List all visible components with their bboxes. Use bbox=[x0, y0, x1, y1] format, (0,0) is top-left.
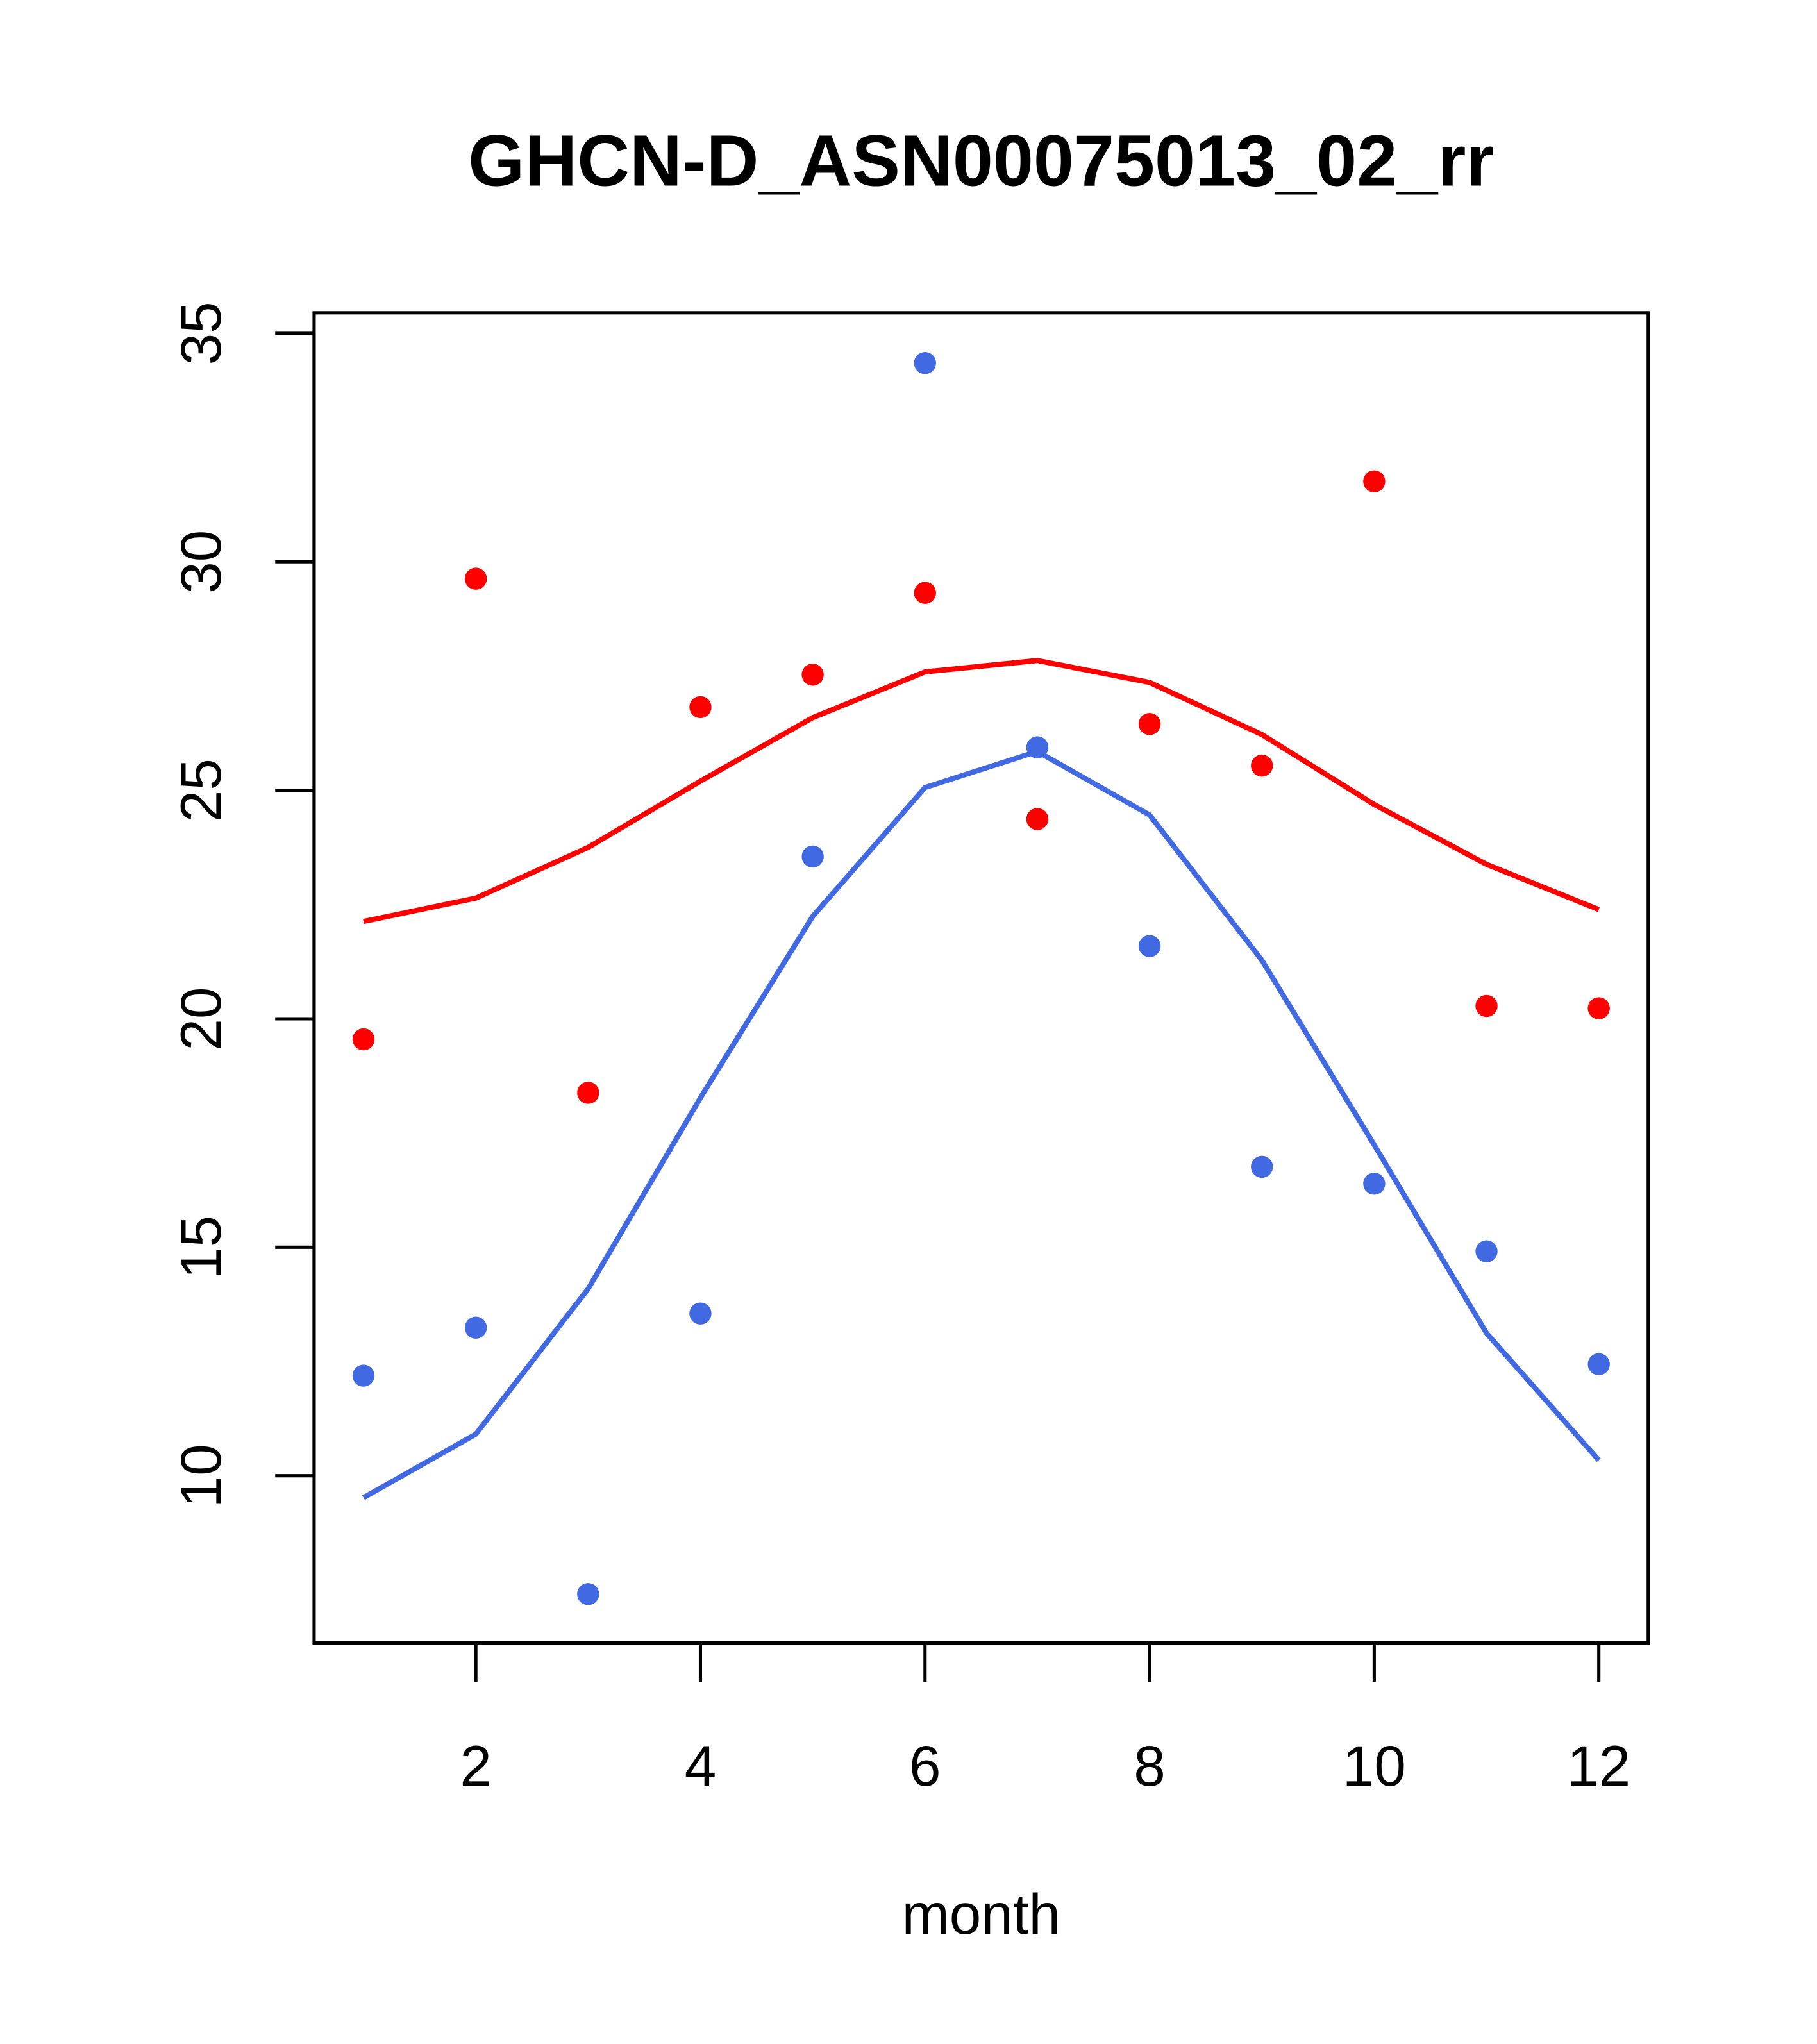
data-point bbox=[1138, 935, 1161, 957]
y-tick-label: 15 bbox=[169, 1216, 233, 1279]
plot-frame bbox=[312, 311, 1650, 1645]
data-point bbox=[914, 582, 936, 604]
x-axis: 2 4 6 8 10 12 bbox=[460, 1641, 1630, 1798]
data-point bbox=[914, 352, 936, 374]
data-point bbox=[352, 1028, 375, 1051]
series-line bbox=[363, 658, 1600, 925]
data-point bbox=[1587, 1353, 1610, 1375]
data-point bbox=[689, 1302, 712, 1325]
x-tick-label: 8 bbox=[1134, 1734, 1166, 1798]
y-tick-label: 30 bbox=[169, 530, 233, 594]
series-layer bbox=[352, 352, 1610, 1605]
x-tick-label: 2 bbox=[460, 1734, 492, 1798]
x-tick-label: 6 bbox=[909, 1734, 941, 1798]
data-point bbox=[1363, 470, 1386, 493]
data-point bbox=[689, 696, 712, 719]
y-tick-label: 25 bbox=[169, 758, 233, 822]
y-tick-label: 20 bbox=[169, 987, 233, 1050]
data-point bbox=[464, 567, 487, 590]
series-line bbox=[362, 748, 1601, 1500]
data-point bbox=[577, 1583, 599, 1605]
y-tick-label: 35 bbox=[169, 301, 233, 365]
data-point bbox=[1251, 1155, 1273, 1178]
data-point bbox=[464, 1316, 487, 1339]
x-tick-label: 4 bbox=[685, 1734, 717, 1798]
data-point bbox=[352, 1364, 375, 1387]
data-point bbox=[801, 845, 824, 868]
data-point bbox=[1475, 1240, 1498, 1262]
data-point bbox=[1587, 997, 1610, 1019]
x-tick-label: 10 bbox=[1343, 1734, 1406, 1798]
y-axis: 10 15 20 25 30 35 bbox=[169, 301, 316, 1507]
data-point bbox=[1251, 754, 1273, 777]
data-point bbox=[1026, 808, 1049, 830]
data-point bbox=[1363, 1173, 1386, 1195]
y-tick-label: 10 bbox=[169, 1444, 233, 1507]
data-point bbox=[1475, 994, 1498, 1018]
data-point bbox=[801, 664, 824, 686]
x-axis-label: month bbox=[902, 1882, 1061, 1946]
data-point bbox=[1138, 713, 1161, 735]
chart-title: GHCN-D_ASN00075013_02_rr bbox=[468, 120, 1494, 201]
x-tick-label: 12 bbox=[1567, 1734, 1630, 1798]
data-point bbox=[577, 1082, 599, 1104]
